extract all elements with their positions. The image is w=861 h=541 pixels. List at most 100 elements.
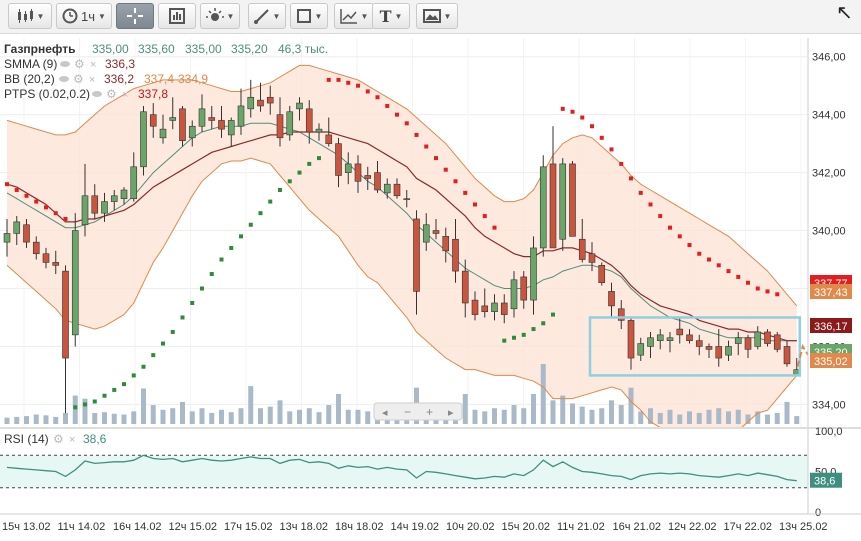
volume-bar — [326, 405, 332, 424]
volume-bar — [540, 364, 546, 424]
gear-icon[interactable]: ⚙ — [74, 57, 85, 71]
crosshair-button[interactable] — [116, 3, 154, 29]
candle — [81, 163, 89, 237]
sar-dot — [746, 280, 750, 285]
price-badge-bg — [810, 318, 852, 333]
time-axis[interactable]: 15ч 13.02 11ч 14.02 16ч 14.02 12ч 15.02 17ч … — [2, 521, 828, 533]
eye-icon[interactable] — [60, 61, 70, 67]
candle-body — [23, 224, 30, 243]
volume-bar — [570, 403, 575, 424]
sar-dot — [287, 179, 292, 184]
time-tick-label: 15ч 20.02 — [502, 521, 551, 533]
candle-body — [705, 346, 713, 350]
candle-body — [296, 102, 303, 110]
volume-bar — [365, 411, 371, 424]
sar-dot — [687, 243, 692, 248]
sar-dot — [395, 112, 399, 117]
volume-bar — [121, 414, 127, 424]
volume-bar — [618, 405, 624, 424]
close-icon[interactable]: × — [89, 74, 95, 86]
scroll-right-button[interactable]: ▸ — [448, 407, 454, 419]
candle — [325, 117, 333, 147]
time-tick-label: 12ч 15.02 — [169, 521, 218, 533]
price-chart[interactable]: Газпрнефть 335,00 335,60 335,00 335,20 4… — [0, 33, 861, 541]
volume-bar — [511, 405, 517, 424]
volume-bar — [316, 412, 322, 424]
candle-body — [198, 108, 206, 127]
candle-body — [3, 233, 11, 243]
time-tick-label: 14ч 19.02 — [391, 521, 440, 533]
sar-dot — [541, 321, 546, 326]
candle-body — [578, 238, 586, 260]
chevron-down-icon: ▼ — [36, 11, 45, 21]
candle-body — [305, 108, 313, 133]
candle-body — [666, 337, 674, 341]
volume-bar — [53, 416, 59, 424]
shape-tool-button[interactable]: ▼ — [290, 3, 328, 29]
candle-body — [725, 346, 732, 356]
candle-body — [715, 346, 723, 359]
chevron-down-icon: ▼ — [443, 11, 452, 21]
eye-icon[interactable] — [59, 76, 69, 82]
candle-body — [588, 253, 596, 263]
interval-button[interactable]: 1ч ▼ — [56, 3, 112, 29]
volume-bar — [238, 408, 244, 424]
candle — [276, 97, 284, 147]
candle-body — [101, 201, 108, 214]
arrow-line — [796, 343, 808, 367]
indicators-button[interactable]: ▼ — [200, 3, 240, 29]
chevron-down-icon: ▼ — [394, 11, 403, 21]
candle-body — [734, 337, 742, 344]
gear-icon[interactable]: ⚙ — [73, 72, 84, 86]
mouse-cursor-icon: ↖ — [836, 2, 853, 24]
zoom-out-button[interactable]: − — [404, 405, 411, 419]
candle-body — [188, 125, 196, 139]
candle-body — [569, 163, 576, 237]
candle — [471, 291, 479, 321]
candle — [101, 192, 108, 222]
rsi-tick-label: 0 — [815, 507, 821, 519]
volume-bar — [355, 409, 361, 424]
image-button[interactable]: ▼ — [416, 3, 458, 29]
sar-dot — [92, 399, 97, 404]
text-tool-button[interactable]: T ▼ — [372, 3, 410, 29]
zoom-in-button[interactable]: + — [426, 405, 433, 419]
close-icon[interactable]: × — [90, 59, 96, 71]
candle — [364, 166, 372, 190]
eye-icon[interactable] — [92, 91, 102, 97]
volume-bar — [794, 416, 800, 424]
crosshair-icon — [127, 8, 143, 24]
scroll-left-button[interactable]: ◂ — [382, 407, 388, 419]
parabolic-sar-dots — [5, 77, 780, 410]
candle — [374, 161, 381, 193]
gear-icon[interactable]: ⚙ — [106, 87, 117, 101]
sar-dot — [180, 315, 185, 320]
sar-dot — [570, 109, 575, 114]
sar-dot — [404, 121, 409, 126]
candle-body — [179, 108, 186, 142]
candle — [715, 329, 723, 367]
candle-body — [52, 262, 60, 266]
bars-type-button[interactable]: ▼ — [8, 3, 52, 29]
gear-icon[interactable]: ⚙ — [53, 432, 64, 446]
volume-bar — [160, 409, 166, 424]
candle — [578, 218, 586, 263]
fib-tool-button[interactable]: ▼ — [334, 3, 374, 29]
rsi-badge: 38,6 — [810, 472, 842, 488]
line-tool-button[interactable]: ▼ — [248, 3, 286, 29]
candle-body — [559, 163, 567, 240]
candle — [695, 334, 703, 356]
sar-dot — [307, 161, 312, 166]
close-icon[interactable]: × — [122, 89, 128, 101]
close-icon[interactable]: × — [69, 434, 75, 446]
time-tick-label: 13ч 18.02 — [280, 521, 329, 533]
volume-bar — [472, 409, 478, 424]
sar-dot — [599, 135, 604, 140]
candle-body — [608, 291, 615, 307]
selection-rectangle[interactable] — [588, 316, 801, 377]
forecast-arrow[interactable] — [796, 343, 848, 422]
frame-button[interactable] — [158, 3, 196, 29]
candle — [52, 250, 60, 275]
candle — [188, 120, 196, 147]
